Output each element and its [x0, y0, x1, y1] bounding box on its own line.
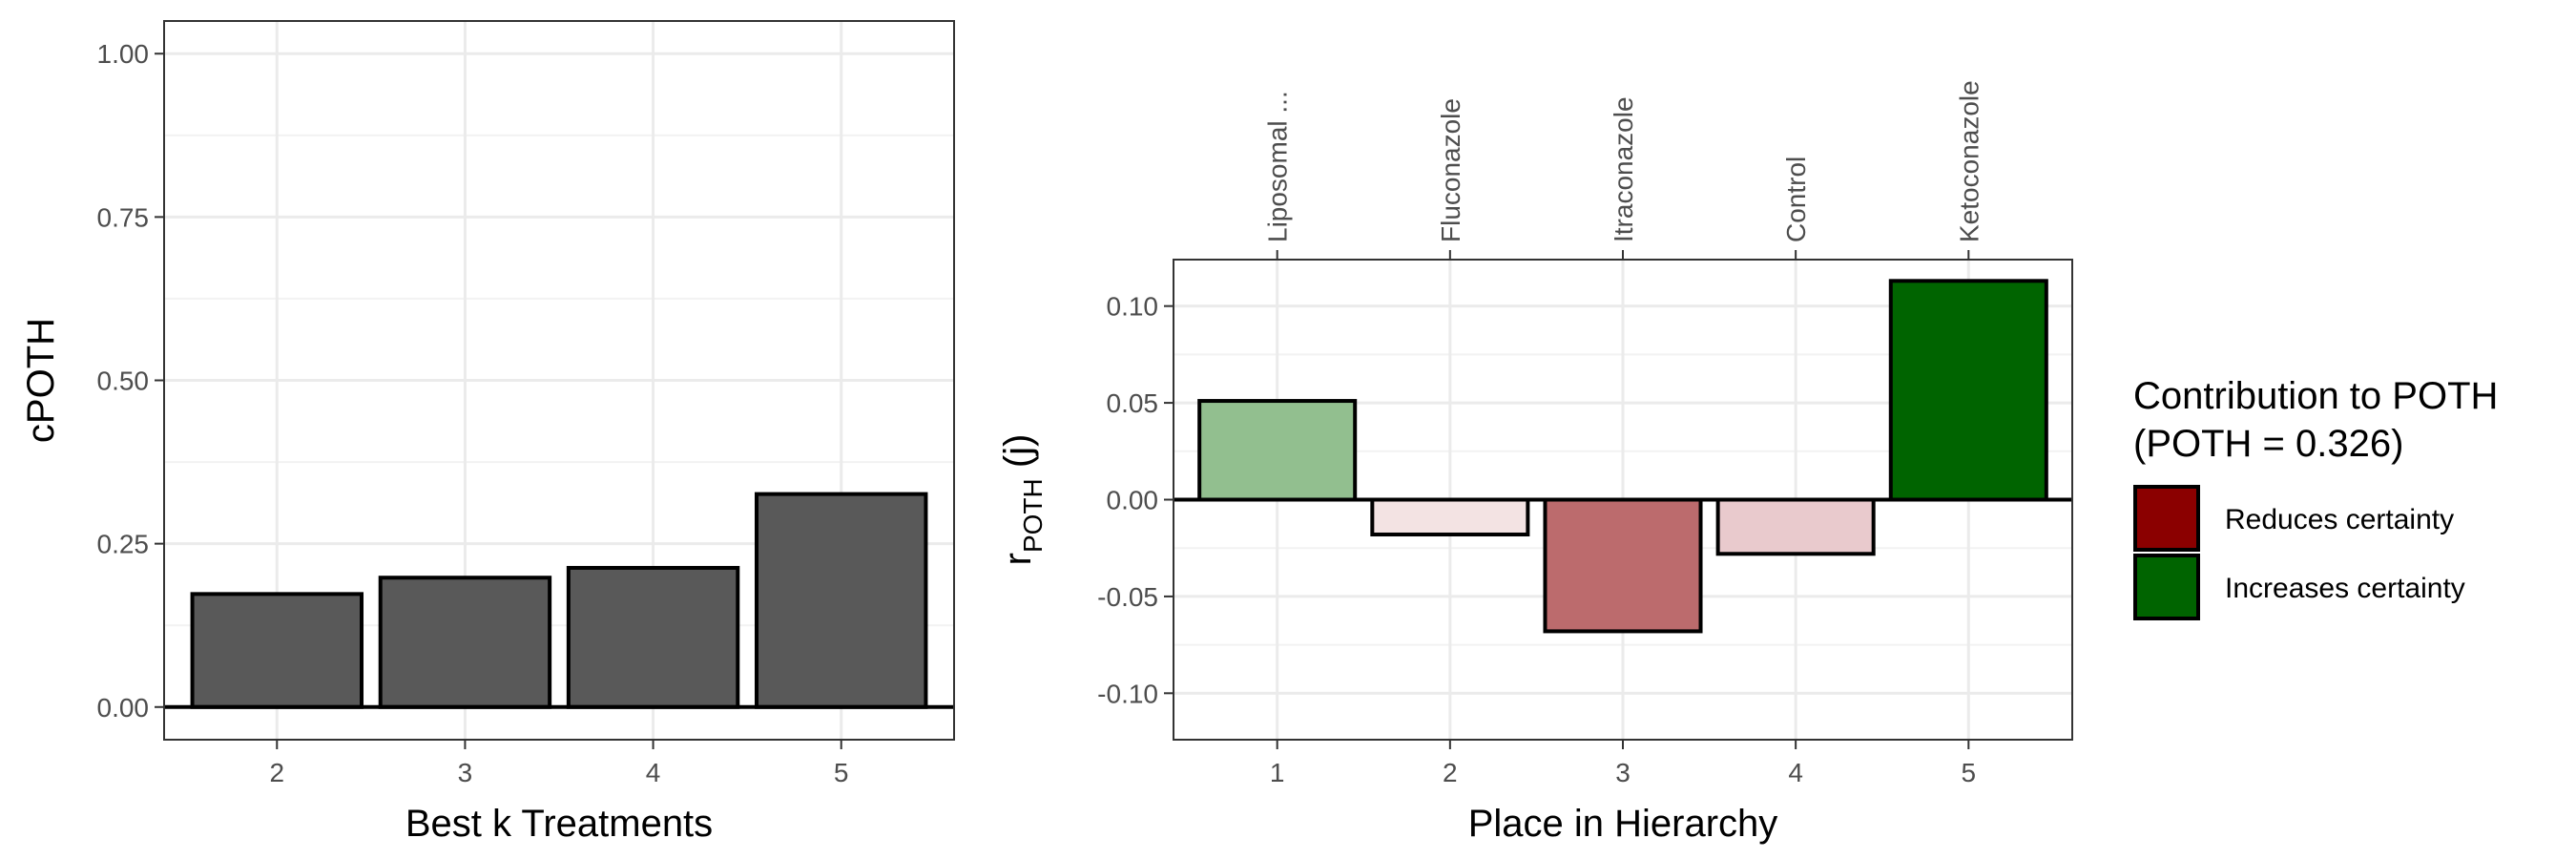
left-y-axis-title: cPOTH — [20, 318, 62, 443]
right-y-tick-label: -0.05 — [1097, 582, 1158, 612]
ylabel-tail: (j) — [997, 434, 1039, 479]
ylabel-main: r — [997, 553, 1039, 565]
right-y-tick-label: 0.00 — [1107, 486, 1159, 515]
right-x-tick-label: 5 — [1962, 758, 1977, 787]
right-bar-place4 — [1715, 497, 1876, 556]
treatment-label: Itraconazole — [1609, 96, 1638, 242]
right-x-tick-label: 1 — [1270, 758, 1285, 787]
left-x-tick-label: 2 — [269, 758, 284, 787]
left-x-axis-title: Best k Treatments — [405, 803, 713, 845]
legend: Contribution to POTH (POTH = 0.326) Reduce… — [2133, 375, 2498, 620]
left-bar-k3 — [378, 576, 552, 709]
left-y-tick-label: 0.00 — [97, 693, 150, 723]
right-x-tick-label: 4 — [1788, 758, 1803, 787]
legend-title-line1: Contribution to POTH — [2133, 375, 2498, 417]
left-y-tick-label: 1.00 — [97, 39, 150, 69]
right-bar-place2 — [1370, 497, 1530, 537]
left-y-tick-label: 0.50 — [97, 367, 150, 396]
legend-title-line2: (POTH = 0.326) — [2133, 423, 2403, 465]
legend-swatch — [2133, 485, 2200, 552]
treatment-label: Fluconazole — [1436, 98, 1465, 242]
left-bar-k4 — [566, 565, 740, 709]
legend-label: Increases certainty — [2225, 573, 2465, 604]
right-bar-place5 — [1888, 279, 2048, 502]
right-x-tick-label: 2 — [1443, 758, 1458, 787]
treatment-label: Liposomal ... — [1263, 91, 1293, 242]
left-bar-k5 — [755, 492, 928, 709]
right-bar-place3 — [1543, 497, 1703, 634]
right-x-axis-title: Place in Hierarchy — [1468, 803, 1778, 845]
treatment-label: Control — [1781, 157, 1811, 242]
right-y-tick-label: 0.05 — [1107, 388, 1159, 418]
legend-swatch — [2133, 554, 2200, 620]
legend-label: Reduces certainty — [2225, 504, 2454, 535]
treatment-label: Ketoconazole — [1954, 80, 1984, 242]
left-y-tick-label: 0.75 — [97, 202, 150, 232]
right-bar-place1 — [1197, 399, 1358, 502]
right-y-tick-label: 0.10 — [1107, 292, 1159, 322]
left-y-tick-label: 0.25 — [97, 530, 150, 559]
left-x-tick-label: 4 — [646, 758, 661, 787]
right-x-tick-label: 3 — [1615, 758, 1631, 787]
right-y-tick-label: -0.10 — [1097, 679, 1158, 708]
right-y-axis-title: rPOTH (j) — [997, 434, 1048, 566]
left-x-tick-label: 5 — [834, 758, 849, 787]
left-bar-k2 — [190, 592, 364, 709]
ylabel-subscript: POTH — [1018, 478, 1048, 553]
left-x-tick-label: 3 — [458, 758, 473, 787]
